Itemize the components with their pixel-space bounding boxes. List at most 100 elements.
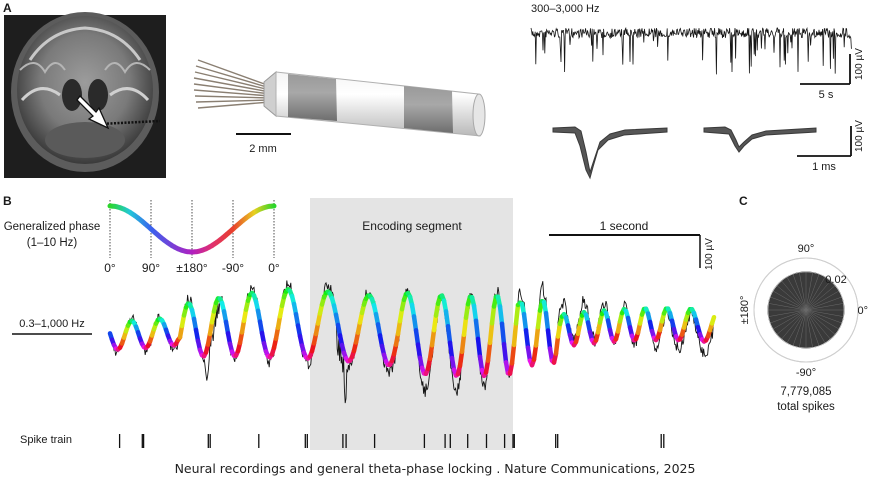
polar-spoke-25 [792, 274, 807, 311]
panel-c-label: C [739, 194, 748, 208]
phase-tick-2: ±180° [176, 261, 208, 275]
spike-waveform-2 [703, 126, 817, 153]
theta-segment-184 [475, 336, 483, 359]
theta-segment-189 [485, 340, 493, 363]
polar-spoke-16 [770, 309, 807, 324]
polar-spoke-28 [805, 272, 813, 311]
polar-spoke-10 [799, 309, 807, 348]
theta-segment-223 [553, 334, 561, 356]
electrode-illustration [193, 59, 486, 137]
phase-title-line2: (1–10 Hz) [27, 237, 78, 249]
theta-segment-182 [471, 303, 479, 323]
electrode-scale-label: 2 mm [249, 143, 277, 155]
polar-spoke-4 [805, 309, 836, 335]
theta-segment-301 [709, 314, 717, 326]
polar-spoke-23 [781, 280, 807, 311]
spike-waveform-1 [552, 126, 668, 180]
phase-tick-3: -90° [222, 261, 244, 275]
theta-segment-202 [511, 321, 519, 348]
total-spike-label: total spikes [777, 401, 835, 413]
waveform-scale-bar: 1 ms 100 µV [797, 120, 865, 173]
polar-spoke-2 [805, 309, 842, 324]
polar-spoke-26 [799, 272, 807, 311]
polar-spoke-12 [786, 309, 807, 344]
theta-segment-177 [461, 315, 469, 338]
phase-tick-4: 0° [268, 261, 280, 275]
polar-spoke-6 [805, 309, 826, 344]
theta-segment-212 [531, 343, 539, 362]
encoding-segment-label: Encoding segment [362, 219, 462, 233]
polar-spoke-30 [805, 276, 826, 311]
theta-segment-183 [473, 318, 481, 342]
lfp-band-label: 0.3–1,000 Hz [19, 318, 84, 330]
highpass-trace [530, 26, 852, 75]
theta-segment-169 [445, 323, 453, 345]
polar-angle-right: 0° [857, 305, 868, 317]
polar-spoke-13 [781, 309, 807, 340]
polar-spoke-24 [786, 276, 807, 311]
theta-segment-160 [427, 343, 435, 362]
polar-spoke-5 [805, 309, 831, 340]
polar-spoke-20 [770, 296, 807, 311]
theta-segment-153 [413, 328, 421, 347]
polar-angle-left: ±180° [739, 296, 751, 325]
total-spike-count: 7,779,085 [780, 386, 831, 398]
polar-radial-tick: 0.02 [825, 274, 846, 286]
theta-segment-203 [513, 302, 521, 326]
polar-spoke-31 [805, 280, 831, 311]
spike-train [118, 434, 665, 448]
phase-tick-1: 90° [142, 261, 160, 275]
mri-image [4, 12, 166, 178]
waveform-amp-scale: 100 µV [854, 120, 865, 152]
figure-caption: Neural recordings and general theta-phas… [174, 461, 696, 476]
theta-segment-175 [457, 349, 465, 369]
polar-angle-bottom: -90° [796, 367, 816, 379]
panel-a-label: A [3, 1, 12, 15]
polar-spoke-21 [772, 290, 807, 311]
theta-segment-178 [463, 301, 471, 321]
theta-segment-219 [545, 328, 553, 351]
theta-segment-214 [535, 308, 543, 330]
theta-segment-195 [497, 304, 505, 326]
phase-title-line1: Generalized phase [4, 221, 101, 233]
polar-spoke-3 [805, 309, 840, 330]
electrode-scale-bar: 2 mm [236, 133, 291, 155]
theta-segment-162 [431, 313, 439, 333]
waveform-time-scale: 1 ms [812, 161, 836, 173]
trace-scale-bar: 5 s 100 µV [800, 48, 865, 101]
theta-segment-191 [489, 304, 497, 326]
polar-plot [753, 257, 859, 363]
lfp-scale-bar: 1 second 100 µV [549, 219, 715, 270]
theta-segment-197 [501, 341, 509, 365]
theta-segment-190 [487, 321, 495, 346]
theta-segment-170 [447, 340, 455, 361]
theta-segment-218 [543, 310, 551, 333]
polar-spoke-14 [776, 309, 807, 335]
theta-phase-trace [107, 287, 717, 379]
trace-amp-scale: 100 µV [854, 48, 865, 80]
polar-spoke-7 [805, 309, 820, 346]
polar-angle-top: 90° [798, 243, 815, 255]
theta-segment-152 [411, 314, 419, 333]
polar-spoke-35 [805, 303, 844, 311]
theta-segment-196 [499, 321, 507, 347]
lfp-amp-scale: 100 µV [704, 238, 715, 270]
polar-spoke-17 [768, 309, 807, 317]
arrow-icon [76, 95, 110, 130]
polar-spoke-15 [772, 309, 807, 330]
polar-spoke-22 [776, 285, 807, 311]
theta-segment-176 [459, 332, 467, 355]
trace-time-scale: 5 s [819, 89, 834, 101]
theta-segment-201 [509, 342, 517, 366]
phase-legend [107, 200, 277, 258]
theta-segment-213 [533, 324, 541, 348]
polar-spoke-34 [805, 296, 842, 311]
spike-train-label: Spike train [20, 434, 72, 446]
encoding-segment-shade [310, 198, 513, 450]
polar-spoke-8 [805, 309, 813, 348]
lfp-time-scale: 1 second [600, 219, 649, 233]
polar-spoke-29 [805, 274, 820, 311]
theta-segment-168 [443, 309, 451, 329]
phase-tick-0: 0° [104, 261, 116, 275]
